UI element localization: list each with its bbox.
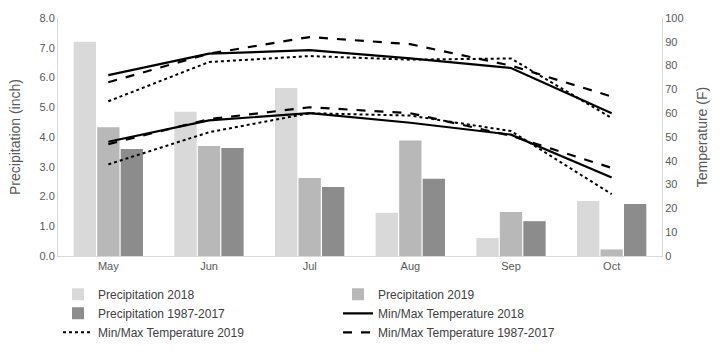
svg-text:10: 10: [665, 226, 677, 238]
svg-text:Precipitation 1987-2017: Precipitation 1987-2017: [98, 307, 225, 321]
svg-text:7.0: 7.0: [40, 42, 55, 54]
svg-text:8.0: 8.0: [40, 12, 55, 24]
svg-text:Min/Max Temperature 2019: Min/Max Temperature 2019: [98, 326, 244, 340]
svg-text:100: 100: [665, 12, 683, 24]
svg-text:Precipitation 2018: Precipitation 2018: [98, 288, 194, 302]
svg-text:4.0: 4.0: [40, 131, 55, 143]
svg-text:5.0: 5.0: [40, 101, 55, 113]
svg-text:20: 20: [665, 202, 677, 214]
svg-text:2.0: 2.0: [40, 190, 55, 202]
svg-text:70: 70: [665, 83, 677, 95]
svg-text:Precipitation 2019: Precipitation 2019: [378, 288, 474, 302]
svg-text:90: 90: [665, 36, 677, 48]
svg-text:May: May: [98, 260, 119, 272]
svg-text:Sep: Sep: [501, 260, 521, 272]
svg-text:Jun: Jun: [200, 260, 218, 272]
svg-text:Oct: Oct: [603, 260, 620, 272]
svg-text:Min/Max Temperature 1987-2017: Min/Max Temperature 1987-2017: [378, 326, 555, 340]
svg-text:1.0: 1.0: [40, 220, 55, 232]
svg-text:50: 50: [665, 131, 677, 143]
svg-text:Aug: Aug: [401, 260, 421, 272]
svg-text:6.0: 6.0: [40, 71, 55, 83]
svg-text:Min/Max Temperature 2018: Min/Max Temperature 2018: [378, 307, 524, 321]
svg-text:0.0: 0.0: [40, 250, 55, 262]
svg-text:3.0: 3.0: [40, 161, 55, 173]
svg-text:Precipitation (inch): Precipitation (inch): [7, 79, 23, 195]
svg-text:0: 0: [665, 250, 671, 262]
svg-text:Jul: Jul: [303, 260, 317, 272]
svg-text:30: 30: [665, 178, 677, 190]
svg-text:40: 40: [665, 155, 677, 167]
svg-text:80: 80: [665, 59, 677, 71]
svg-text:60: 60: [665, 107, 677, 119]
svg-text:Temperature (F): Temperature (F): [694, 87, 710, 187]
